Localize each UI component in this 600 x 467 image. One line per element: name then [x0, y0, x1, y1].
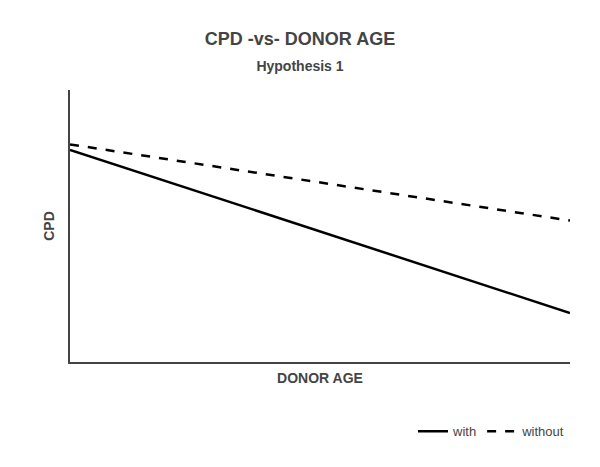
svg-text:DONOR AGE: DONOR AGE: [277, 370, 363, 386]
svg-text:CPD -vs- DONOR AGE: CPD -vs- DONOR AGE: [205, 29, 395, 49]
svg-text:CPD: CPD: [41, 211, 57, 241]
svg-text:Hypothesis 1: Hypothesis 1: [256, 58, 343, 74]
svg-text:with: with: [452, 424, 476, 439]
svg-text:without: without: [521, 424, 564, 439]
